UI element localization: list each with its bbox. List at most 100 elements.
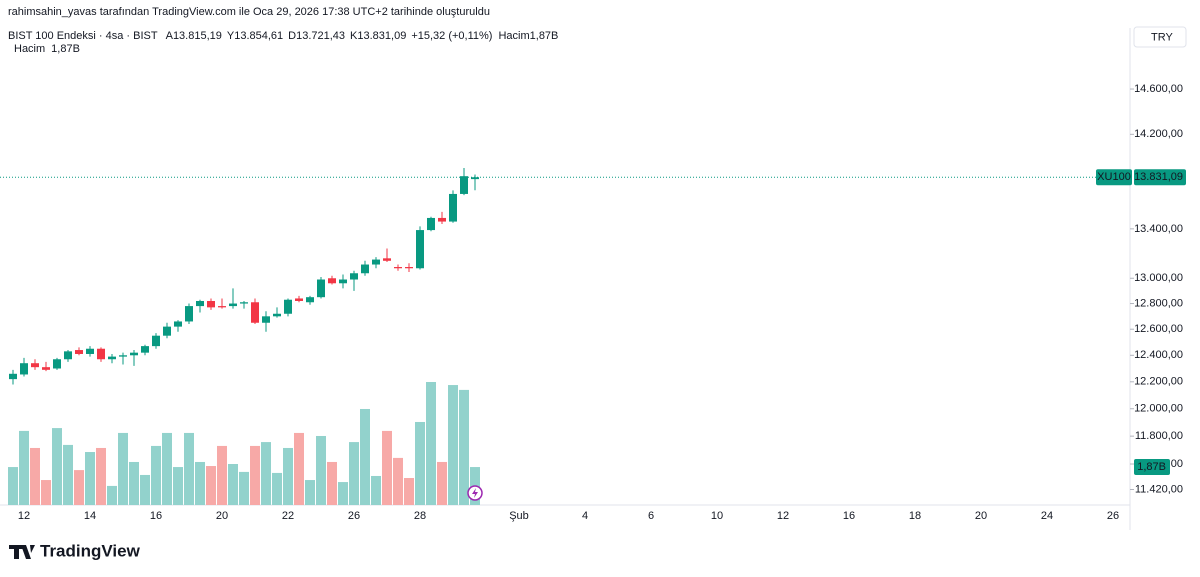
volume-bar bbox=[19, 430, 29, 505]
volume-bars bbox=[8, 381, 480, 505]
x-tick-label: 22 bbox=[282, 510, 294, 522]
candle-body bbox=[152, 335, 160, 347]
candle-body bbox=[350, 273, 358, 280]
price-tag-symbol: XU100 bbox=[1097, 171, 1131, 183]
candle-body bbox=[284, 299, 292, 314]
volume-bar bbox=[459, 389, 469, 505]
volume-bar bbox=[184, 432, 194, 505]
x-tick-label: 18 bbox=[909, 510, 921, 522]
candle-body bbox=[306, 297, 314, 303]
volume-bar bbox=[294, 432, 304, 505]
volume-bar bbox=[305, 480, 315, 505]
price-tag-label: 13.831,09 bbox=[1134, 171, 1183, 183]
candle-body bbox=[130, 352, 138, 356]
volume-bar bbox=[8, 467, 18, 505]
volume-bar bbox=[63, 444, 73, 505]
legend-value: 13.854,61 bbox=[234, 30, 283, 42]
volume-bar bbox=[437, 461, 447, 505]
volume-bar bbox=[272, 472, 282, 505]
volume-bar bbox=[118, 432, 128, 505]
candle-body bbox=[119, 355, 127, 357]
candle-body bbox=[273, 313, 281, 317]
candle-body bbox=[42, 367, 50, 370]
candle-body bbox=[218, 306, 226, 308]
y-tick-label: 13.400,00 bbox=[1134, 223, 1183, 235]
volume-bar bbox=[448, 385, 458, 505]
volume-bar bbox=[283, 447, 293, 505]
candle-body bbox=[185, 306, 193, 322]
legend-volume-value: 1,87B bbox=[530, 30, 559, 42]
y-tick-label: 12.800,00 bbox=[1134, 297, 1183, 309]
volume-bar bbox=[327, 461, 337, 505]
legend-value: 13.815,19 bbox=[173, 30, 222, 42]
x-tick-label: 24 bbox=[1041, 510, 1053, 522]
candle-body bbox=[229, 303, 237, 307]
volume-tag-label: 1,87B bbox=[1137, 461, 1166, 473]
candle-body bbox=[339, 279, 347, 284]
candle-body bbox=[174, 321, 182, 327]
volume-bar bbox=[74, 470, 84, 505]
brand: TradingView bbox=[40, 541, 141, 560]
brand-logo bbox=[9, 545, 35, 559]
legend-symbol: BIST 100 Endeksi · 4sa · BIST bbox=[8, 30, 158, 42]
price-tag-symbol-box bbox=[1096, 169, 1132, 186]
caption: rahimsahin_yavas tarafından TradingView.… bbox=[8, 6, 490, 18]
price-tag-box bbox=[1134, 169, 1186, 186]
candle-body bbox=[163, 326, 171, 336]
volume-legend-key: Hacim bbox=[14, 43, 45, 55]
legend-key: Y bbox=[227, 30, 235, 42]
legend-change: +15,32 (+0,11%) bbox=[411, 30, 492, 42]
x-tick-label: Şub bbox=[509, 510, 529, 522]
volume-bar bbox=[41, 480, 51, 505]
volume-bar bbox=[250, 445, 260, 505]
candle-body bbox=[64, 351, 72, 360]
event-icon-bolt bbox=[472, 488, 478, 498]
candle-body bbox=[207, 300, 215, 308]
y-tick-label: 14.200,00 bbox=[1134, 128, 1183, 140]
y-tick-label: 11.800,00 bbox=[1135, 430, 1183, 442]
volume-bar bbox=[261, 442, 271, 505]
volume-bar bbox=[173, 467, 183, 505]
candle-body bbox=[251, 302, 259, 323]
volume-bar bbox=[195, 461, 205, 505]
y-tick-label: 12.000,00 bbox=[1134, 403, 1183, 415]
candle-body bbox=[427, 217, 435, 231]
candle-body bbox=[196, 300, 204, 307]
x-tick-label: 16 bbox=[150, 510, 162, 522]
volume-bar bbox=[393, 457, 403, 505]
candle-body bbox=[372, 259, 380, 265]
currency[interactable]: TRY bbox=[1151, 31, 1173, 43]
volume-bar bbox=[217, 445, 227, 505]
x-tick-label: 4 bbox=[582, 510, 588, 522]
candle-body bbox=[295, 298, 303, 301]
candle-body bbox=[9, 373, 17, 380]
volume-bar bbox=[360, 408, 370, 505]
candle-body bbox=[394, 267, 402, 269]
volume-bar bbox=[415, 421, 425, 505]
volume-bar bbox=[96, 447, 106, 505]
volume-bar bbox=[404, 478, 414, 505]
x-tick-label: 16 bbox=[843, 510, 855, 522]
candle-body bbox=[141, 346, 149, 353]
volume-bar bbox=[349, 442, 359, 505]
currency-box[interactable] bbox=[1133, 26, 1187, 48]
x-tick-label: 6 bbox=[648, 510, 654, 522]
y-tick-label: 13.000,00 bbox=[1134, 272, 1183, 284]
candle-body bbox=[460, 176, 468, 194]
legend-key: K bbox=[350, 30, 358, 42]
candle-body bbox=[383, 258, 391, 261]
y-tick-label: 12.400,00 bbox=[1134, 349, 1183, 361]
legend-value: 13.831,09 bbox=[357, 30, 406, 42]
candle-body bbox=[240, 302, 248, 304]
volume-bar bbox=[228, 463, 238, 505]
y-tick-label: 14.600,00 bbox=[1134, 83, 1183, 95]
volume-bar bbox=[30, 447, 40, 505]
x-tick-label: 12 bbox=[777, 510, 789, 522]
candle-body bbox=[361, 264, 369, 274]
volume-bar bbox=[129, 461, 139, 505]
volume-bar bbox=[239, 471, 249, 505]
volume-bar bbox=[52, 428, 62, 505]
legend: BIST 100 Endeksi · 4sa · BIST A 13.815,19 Y… bbox=[8, 30, 558, 55]
x-tick-label: 20 bbox=[216, 510, 228, 522]
